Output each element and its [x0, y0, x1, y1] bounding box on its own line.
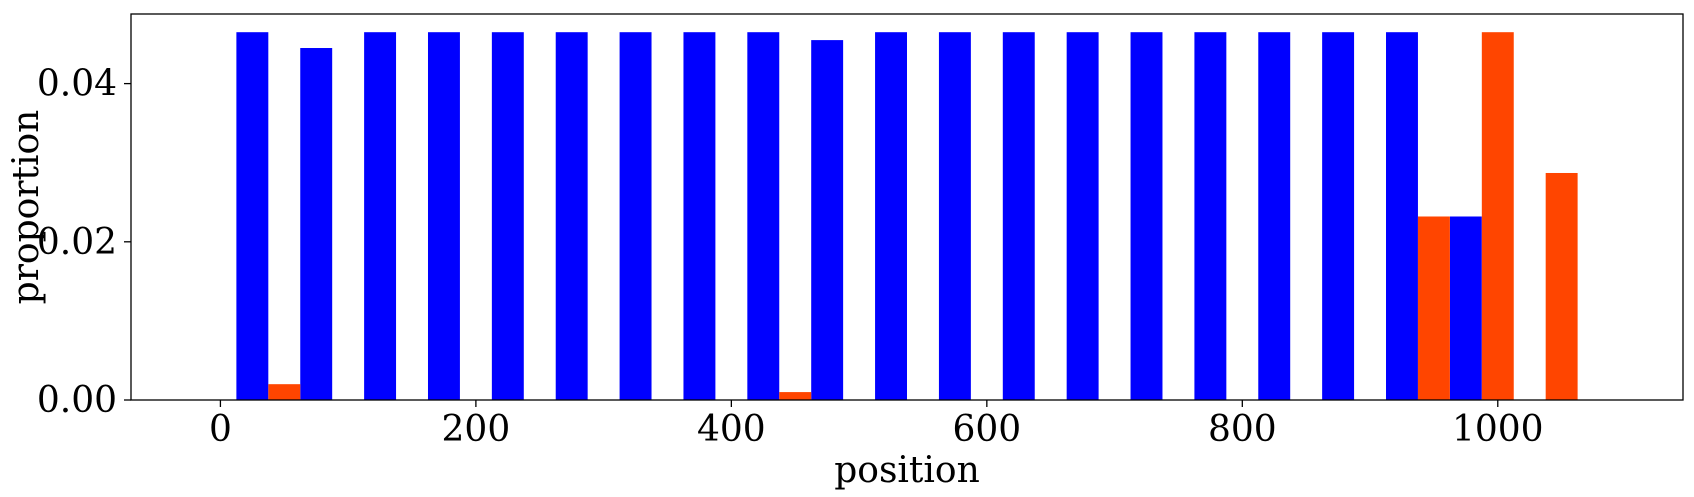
bar-series-1-17	[1322, 32, 1355, 400]
bar-series-1-16	[1258, 32, 1291, 400]
y-tick-label: 0.04	[37, 64, 117, 105]
bar-series-1-1	[300, 48, 333, 400]
bar-series-2-3	[1481, 32, 1514, 400]
bar-series-1-3	[427, 32, 460, 400]
x-tick-label: 1000	[1452, 409, 1544, 450]
x-tick-label: 0	[209, 409, 232, 450]
bar-series-1-6	[619, 32, 652, 400]
bar-series-1-10	[875, 32, 907, 400]
x-tick-label: 600	[952, 409, 1021, 450]
x-tick-label: 400	[697, 409, 766, 450]
bar-series-2-0	[268, 384, 301, 400]
bar-series-1-15	[1194, 32, 1227, 400]
bar-series-1-9	[811, 40, 844, 401]
bar-series-1-13	[1066, 32, 1099, 400]
bar-series-1-8	[747, 32, 780, 400]
bars-layer	[236, 32, 1578, 401]
x-tick-label: 200	[442, 409, 511, 450]
y-axis-label: proportion	[6, 110, 47, 305]
bar-series-2-2	[1417, 216, 1450, 400]
bar-series-1-14	[1130, 32, 1163, 400]
bar-series-2-1	[779, 392, 812, 400]
x-tick-label: 800	[1208, 409, 1277, 450]
bar-series-1-12	[1002, 32, 1035, 400]
y-tick-label: 0.02	[37, 222, 117, 263]
bar-series-1-4	[491, 32, 524, 400]
plot-frame	[130, 13, 1684, 401]
y-tick-label: 0.00	[37, 380, 117, 421]
ticks-layer: 0 200 400 600 800 1000 0.00 0.02 0.04	[37, 64, 1544, 450]
x-axis-label: position	[834, 450, 980, 491]
bar-series-1-5	[555, 32, 588, 400]
bar-series-1-11	[938, 32, 971, 400]
bar-series-1-0	[236, 32, 269, 400]
bar-series-2-4	[1545, 172, 1578, 400]
bar-series-1-19	[1449, 216, 1482, 400]
bar-series-1-7	[683, 32, 716, 400]
bar-series-1-2	[364, 32, 397, 400]
bar-series-1-18	[1386, 32, 1418, 400]
